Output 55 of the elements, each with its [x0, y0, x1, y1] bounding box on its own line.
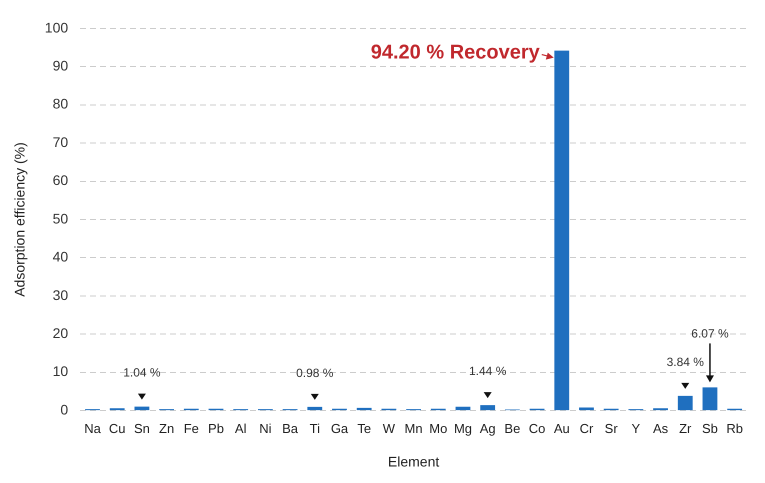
x-tick-label: Na — [84, 420, 102, 436]
bar — [480, 405, 496, 410]
x-tick-label: Te — [357, 420, 372, 436]
y-tick-label: 50 — [52, 210, 68, 226]
x-tick-label: Co — [528, 420, 546, 436]
data-label: 1.04 % — [123, 366, 161, 380]
x-tick-label: Mo — [429, 420, 448, 436]
bar — [554, 50, 570, 410]
bar — [456, 406, 470, 410]
x-tick-label: Au — [554, 420, 570, 436]
x-tick-label: Y — [632, 420, 641, 436]
x-tick-label: As — [652, 420, 669, 436]
x-tick-label: Ni — [259, 420, 272, 436]
y-tick-label: 80 — [52, 96, 68, 112]
x-tick-label: Zn — [159, 420, 174, 436]
data-label: 3.84 % — [666, 354, 704, 369]
x-tick-label: Zr — [679, 420, 692, 436]
x-tick-label: Sb — [702, 420, 718, 436]
x-tick-label: Ba — [282, 420, 299, 436]
y-tick-label: 20 — [52, 325, 68, 342]
x-tick-label: Mn — [404, 420, 423, 436]
y-tick-label: 30 — [52, 286, 68, 303]
x-tick-label: Mg — [454, 420, 472, 436]
x-tick-label: Rb — [726, 420, 743, 436]
bar — [307, 406, 322, 410]
data-label: 0.98 % — [296, 366, 334, 380]
x-tick-label: Cr — [580, 420, 594, 436]
y-tick-label: 70 — [52, 134, 68, 150]
x-tick-label: Cu — [108, 420, 126, 436]
x-tick-label: Al — [234, 420, 247, 436]
data-label: 6.07 % — [691, 326, 729, 340]
x-tick-label: Fe — [184, 420, 199, 436]
y-tick-label: 40 — [52, 248, 68, 265]
annotation: 94.20 % Recovery — [370, 42, 541, 64]
bar — [579, 408, 594, 410]
x-tick-label: Ti — [310, 420, 320, 436]
y-tick-label: 100 — [44, 19, 68, 36]
y-tick-label: 60 — [52, 172, 68, 188]
x-tick-label: Be — [504, 420, 520, 436]
y-tick-label: 10 — [52, 363, 68, 380]
y-tick-label: 0 — [60, 401, 68, 418]
x-tick-label: Pb — [208, 420, 224, 436]
data-label: 1.44 % — [468, 364, 507, 378]
x-tick-label: W — [382, 420, 396, 436]
y-axis-title: Adsorption efficiency (%) — [11, 142, 28, 297]
bar — [134, 406, 150, 410]
bar — [356, 408, 372, 410]
bar — [678, 396, 693, 410]
x-tick-label: Sn — [134, 420, 150, 436]
x-tick-label: Ag — [480, 420, 496, 436]
y-tick-label: 90 — [52, 57, 68, 74]
x-tick-label: Ga — [330, 420, 349, 436]
bar — [702, 387, 718, 410]
x-tick-label: Sr — [604, 420, 618, 436]
x-axis-title: Element — [388, 453, 440, 470]
